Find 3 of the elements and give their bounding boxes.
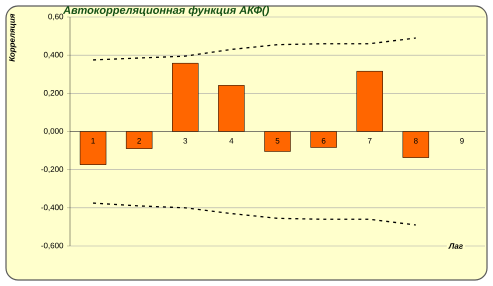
chart-title: Автокорреляционная функция АКФ() (62, 6, 270, 16)
line-series (92, 202, 416, 226)
line-series (92, 37, 416, 61)
